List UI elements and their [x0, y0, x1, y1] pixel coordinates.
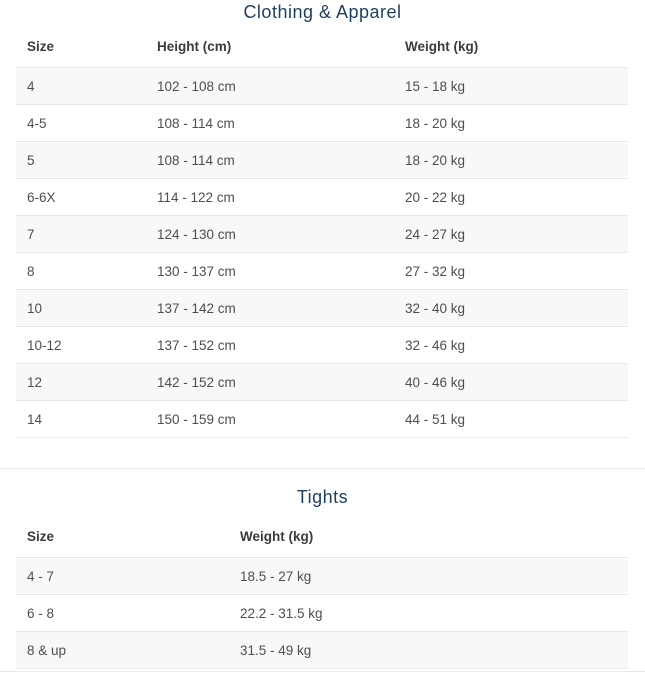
column-header: Size [27, 529, 55, 544]
table-cell: 8 & up [27, 642, 67, 658]
table-cell: 114 - 122 cm [157, 189, 235, 205]
table-row: 6 - 8 22.2 - 31.5 kg [16, 594, 628, 632]
section-clothing-apparel: Clothing & Apparel Size Height (cm) Weight… [16, 2, 628, 438]
table-row: 6-6X 114 - 122 cm 20 - 22 kg [16, 178, 628, 216]
table-cell: 108 - 114 cm [157, 115, 235, 131]
table-row: 5 108 - 114 cm 18 - 20 kg [16, 141, 628, 179]
table-cell: 15 - 18 kg [405, 78, 466, 94]
table-cell: 4-5 [27, 115, 47, 131]
table-cell: 31.5 - 49 kg [240, 642, 312, 658]
table-cell: 10 [27, 300, 43, 316]
table-cell: 150 - 159 cm [157, 411, 236, 427]
table-row: 4 - 7 18.5 - 27 kg [16, 557, 628, 595]
table-row: 12 142 - 152 cm 40 - 46 kg [16, 363, 628, 401]
table-row: 10-12 137 - 152 cm 32 - 46 kg [16, 326, 628, 364]
section-title-clothing-apparel: Clothing & Apparel [243, 2, 402, 22]
table-cell: 18 - 20 kg [405, 115, 466, 131]
table-cell: 6 - 8 [27, 605, 55, 621]
tights-table: Size Weight (kg) 4 - 7 18.5 - 27 kg 6 - 8 22… [16, 527, 628, 669]
column-header: Size [27, 39, 55, 54]
section-divider [0, 468, 645, 469]
table-cell: 137 - 142 cm [157, 300, 236, 316]
table-cell: 7 [27, 226, 35, 242]
table-header-row: Size Height (cm) Weight (kg) [16, 37, 628, 68]
table-row: 14 150 - 159 cm 44 - 51 kg [16, 400, 628, 438]
section-title-tights: Tights [296, 487, 349, 507]
table-cell: 14 [27, 411, 43, 427]
table-cell: 18.5 - 27 kg [240, 568, 312, 584]
table-row: 8 130 - 137 cm 27 - 32 kg [16, 252, 628, 290]
table-cell: 5 [27, 152, 35, 168]
table-cell: 18 - 20 kg [405, 152, 466, 168]
clothing-apparel-table: Size Height (cm) Weight (kg) 4 102 - 108 cm… [16, 37, 628, 438]
table-cell: 22.2 - 31.5 kg [240, 605, 323, 621]
table-cell: 6-6X [27, 189, 56, 205]
table-cell: 108 - 114 cm [157, 152, 235, 168]
column-header: Weight (kg) [405, 39, 479, 54]
table-cell: 124 - 130 cm [157, 226, 236, 242]
table-cell: 102 - 108 cm [157, 78, 236, 94]
table-cell: 24 - 27 kg [405, 226, 466, 242]
column-header: Height (cm) [157, 39, 232, 54]
table-cell: 137 - 152 cm [157, 337, 236, 353]
table-row: 10 137 - 142 cm 32 - 40 kg [16, 289, 628, 327]
table-header-row: Size Weight (kg) [16, 527, 628, 558]
column-header: Weight (kg) [240, 529, 314, 544]
table-cell: 8 [27, 263, 35, 279]
table-row: 7 124 - 130 cm 24 - 27 kg [16, 215, 628, 253]
table-cell: 142 - 152 cm [157, 374, 236, 390]
table-cell: 32 - 46 kg [405, 337, 466, 353]
table-cell: 40 - 46 kg [405, 374, 466, 390]
bottom-divider [0, 671, 645, 672]
table-row: 4-5 108 - 114 cm 18 - 20 kg [16, 104, 628, 142]
section-tights: Tights Size Weight (kg) 4 - 7 18.5 - 27 kg… [0, 469, 645, 669]
table-cell: 12 [27, 374, 43, 390]
table-row: 8 & up 31.5 - 49 kg [16, 631, 628, 669]
table-cell: 10-12 [27, 337, 62, 353]
table-cell: 20 - 22 kg [405, 189, 466, 205]
table-cell: 4 [27, 78, 35, 94]
table-row: 4 102 - 108 cm 15 - 18 kg [16, 67, 628, 105]
table-cell: 32 - 40 kg [405, 300, 466, 316]
table-cell: 4 - 7 [27, 568, 55, 584]
table-cell: 130 - 137 cm [157, 263, 236, 279]
table-cell: 44 - 51 kg [405, 411, 466, 427]
table-cell: 27 - 32 kg [405, 263, 466, 279]
